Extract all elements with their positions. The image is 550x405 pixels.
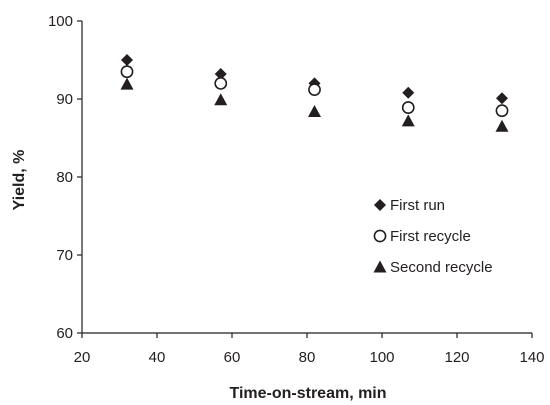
legend-item-second-recycle: Second recycle	[373, 259, 493, 276]
second-recycle-point	[495, 119, 509, 132]
y-axis-title: Yield, %	[11, 150, 28, 211]
second-recycle-point	[308, 104, 321, 117]
x-axis-ticks: 20 40 60 80 100 120 140	[74, 333, 545, 366]
open-circle-marker-icon	[373, 229, 387, 243]
data-points	[120, 54, 509, 132]
legend-label: Second recycle	[390, 259, 493, 276]
x-tick-label: 100	[369, 349, 394, 366]
second-recycle-point	[120, 77, 134, 90]
x-tick-label: 40	[149, 349, 166, 366]
x-axis-title: Time-on-stream, min	[229, 385, 386, 402]
y-tick-label: 70	[56, 247, 73, 264]
second-recycle-point	[401, 114, 415, 127]
x-tick-label: 20	[74, 349, 91, 366]
first-run-point	[121, 54, 133, 66]
first-run-point	[214, 68, 227, 81]
y-tick-label: 100	[48, 13, 73, 30]
y-tick-label: 80	[56, 169, 73, 186]
x-tick-label: 60	[224, 349, 241, 366]
first-recycle-point	[308, 83, 321, 97]
y-tick-label: 90	[56, 91, 73, 108]
plot-area: 60 70 80 90 100 20 40 60 80 100 120 140	[48, 13, 545, 366]
y-tick-label: 60	[56, 325, 73, 342]
second-recycle-point	[214, 93, 228, 106]
legend: First run First recycle Second recycle	[373, 197, 493, 276]
legend-label: First run	[390, 197, 445, 214]
first-recycle-point	[214, 77, 228, 90]
y-axis-ticks: 60 70 80 90 100	[48, 13, 82, 342]
triangle-marker-icon	[373, 260, 387, 273]
first-recycle-point	[401, 101, 415, 114]
first-recycle-point	[120, 65, 134, 79]
x-tick-label: 140	[519, 349, 544, 366]
first-recycle-point	[495, 104, 509, 118]
legend-label: First recycle	[390, 228, 471, 245]
diamond-marker-icon	[374, 199, 386, 211]
legend-item-first-recycle: First recycle	[373, 228, 471, 245]
first-run-point	[402, 86, 415, 99]
legend-item-first-run: First run	[374, 197, 445, 214]
x-tick-label: 120	[444, 349, 469, 366]
first-run-point	[496, 92, 508, 105]
x-tick-label: 80	[299, 349, 316, 366]
